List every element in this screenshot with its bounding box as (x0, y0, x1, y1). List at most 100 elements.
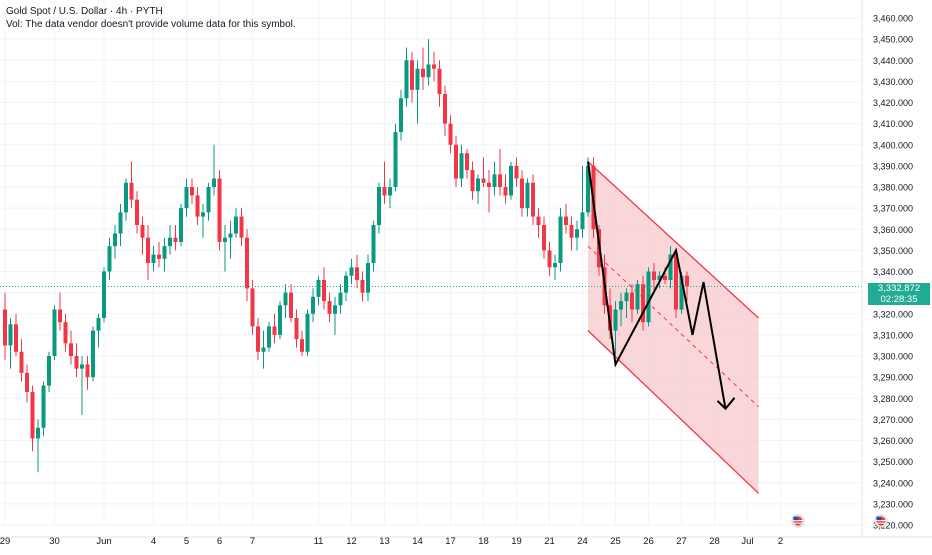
candle (575, 220, 579, 251)
legend: Gold Spot / U.S. Dollar · 4h · PYTH Vol:… (6, 5, 296, 31)
y-axis[interactable]: 3,220.000 3,230.000 3,240.000 3,250.000 3,26… (861, 0, 932, 550)
candle (399, 89, 403, 141)
candle (272, 313, 277, 344)
candle (300, 330, 304, 356)
candle-body (635, 284, 640, 310)
candle (41, 381, 46, 437)
flag-canton (876, 516, 881, 521)
candle-body (646, 271, 651, 323)
candle (184, 178, 189, 217)
candle (129, 161, 134, 209)
candle-body (19, 351, 24, 373)
candle (360, 271, 365, 302)
candle (421, 47, 425, 90)
candle (355, 254, 359, 289)
candle-body (245, 237, 249, 289)
candle-body (113, 233, 117, 247)
y-tick-label: 3,460.000 (873, 14, 913, 24)
candle (140, 216, 145, 255)
candle (52, 305, 57, 361)
candle-body (333, 305, 337, 314)
candle-body (8, 324, 13, 346)
candle-body (283, 292, 288, 306)
candle (542, 216, 546, 259)
candle-body (393, 132, 398, 187)
candle (437, 60, 442, 107)
candle-body (223, 237, 227, 242)
candle (36, 419, 40, 473)
candle (135, 191, 139, 234)
candle (157, 241, 161, 268)
y-tick-label: 3,340.000 (873, 267, 913, 277)
channel-midline (587, 245, 759, 408)
event-flags[interactable] (791, 514, 888, 528)
candle-body (41, 385, 46, 428)
descending-channel[interactable] (587, 161, 759, 494)
candles (3, 39, 689, 473)
y-tick-label: 3,390.000 (873, 161, 913, 171)
candle (393, 123, 398, 192)
candle (377, 182, 381, 234)
candle-body (454, 144, 458, 179)
candle (371, 220, 376, 272)
candle (195, 187, 200, 226)
x-tick-label: 21 (544, 536, 555, 547)
candle (261, 330, 266, 369)
x-axis[interactable]: 29 30 Jun 4 5 6 7 11 12 13 14 17 18 19 21 24 25 26 27 28 Jul… (0, 536, 932, 547)
y-tick-label: 3,410.000 (873, 119, 913, 129)
candle (228, 220, 233, 259)
candle (635, 279, 640, 314)
candle (514, 157, 519, 187)
candle-body (228, 233, 233, 238)
candle-body (520, 178, 524, 209)
candle (69, 330, 73, 365)
candle-body (668, 254, 673, 280)
candle-body (366, 263, 370, 293)
us-flag-icon (874, 514, 888, 528)
candle-body (289, 292, 293, 318)
candle (624, 288, 629, 318)
candle (443, 85, 447, 137)
candle-body (146, 237, 150, 264)
candle-body (322, 279, 326, 302)
candle (14, 313, 18, 356)
symbol-title[interactable]: Gold Spot / U.S. Dollar · 4h · PYTH (6, 6, 163, 17)
candle (30, 385, 35, 452)
y-tick-label: 3,420.000 (873, 98, 913, 108)
candle-body (652, 271, 656, 280)
candle (63, 313, 68, 352)
y-tick-label: 3,400.000 (873, 140, 913, 150)
candle-body (256, 326, 260, 352)
candle-body (580, 212, 585, 230)
zigzag-projection[interactable] (587, 161, 736, 411)
candle (569, 216, 574, 251)
candle (19, 339, 24, 382)
candle-body (448, 123, 453, 145)
candle-body (63, 322, 68, 344)
candle (470, 161, 475, 200)
candle (217, 170, 222, 251)
x-tick-label: 12 (346, 536, 357, 547)
candle-body (135, 199, 139, 226)
y-tick-label: 3,450.000 (873, 35, 913, 45)
candle-body (421, 68, 425, 78)
candle (179, 203, 183, 247)
candle-body (151, 254, 156, 264)
candle (558, 208, 563, 272)
x-tick-label: 7 (250, 536, 255, 547)
x-tick-label: Jun (96, 536, 111, 547)
candle (267, 322, 271, 352)
y-tick-label: 3,260.000 (873, 436, 913, 446)
candle-body (624, 292, 629, 302)
candle (459, 144, 464, 187)
x-tick-label: 2 (778, 536, 783, 547)
candle (646, 267, 651, 327)
x-tick-label: 30 (49, 536, 60, 547)
candle-body (80, 364, 84, 369)
candle-body (129, 182, 134, 200)
candle-body (388, 187, 392, 196)
x-tick-label: 4 (151, 536, 156, 547)
y-tick-label: 3,270.000 (873, 415, 913, 425)
candle-body (487, 182, 491, 187)
